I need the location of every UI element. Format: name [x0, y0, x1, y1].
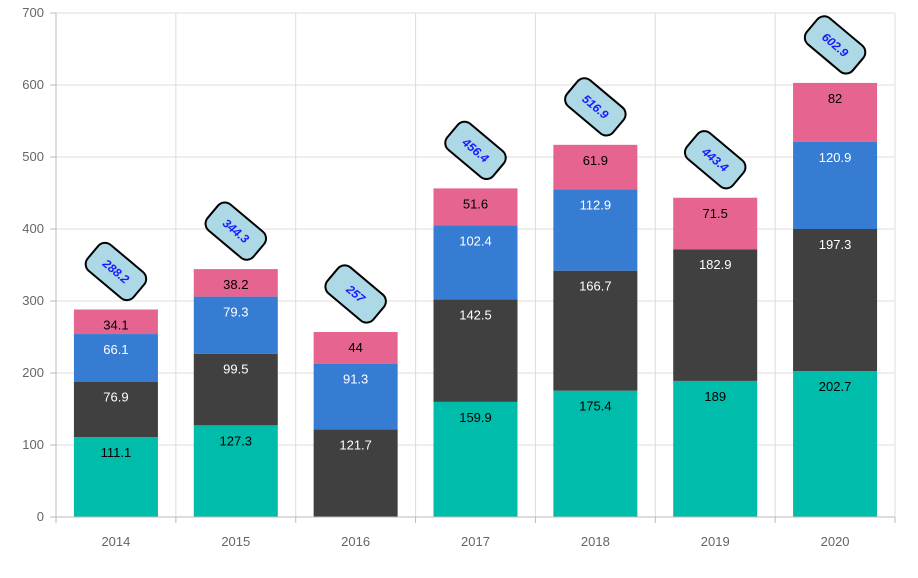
segment-value-label: 189: [704, 389, 726, 404]
segment-value-label: 91.3: [343, 372, 368, 387]
bar-segment: [193, 269, 278, 297]
segment-value-label: 175.4: [579, 399, 612, 414]
y-tick-label: 400: [22, 221, 44, 236]
total-callout-box: [683, 130, 747, 190]
segment-value-label: 120.9: [819, 150, 852, 165]
bar-segment: [553, 390, 638, 517]
bar-segment: [73, 437, 158, 517]
x-tick-label: 2014: [101, 534, 130, 549]
segment-value-label: 102.4: [459, 234, 492, 249]
total-callout-box: [564, 77, 627, 137]
bar-segment: [193, 353, 278, 426]
total-callout-box: [803, 15, 867, 75]
segment-value-label: 182.9: [699, 257, 732, 272]
total-callout-box: [204, 201, 268, 261]
bars-layer: [73, 82, 878, 517]
segment-value-label: 71.5: [703, 206, 728, 221]
total-callout-box: [444, 120, 507, 181]
bar-segment: [433, 401, 518, 517]
total-callout: 288.2: [84, 241, 148, 302]
x-tick-label: 2018: [581, 534, 610, 549]
segment-value-label: 159.9: [459, 410, 492, 425]
bar-segment: [673, 249, 758, 381]
bar-segment: [793, 141, 878, 229]
x-tick-label: 2015: [221, 534, 250, 549]
y-tick-label: 700: [22, 5, 44, 20]
segment-value-label: 197.3: [819, 237, 852, 252]
segment-value-label: 44: [348, 340, 362, 355]
bar-segment: [673, 380, 758, 517]
x-tick-label: 2017: [461, 534, 490, 549]
segment-value-label: 82: [828, 91, 842, 106]
bar-segment: [193, 296, 278, 354]
bar-segment: [313, 331, 398, 364]
segment-value-label: 99.5: [223, 362, 248, 377]
total-callout-box: [324, 264, 387, 324]
bar-segment: [553, 144, 638, 190]
total-callout: 456.4: [444, 120, 507, 181]
bar-segment: [73, 334, 158, 382]
axis-layer: 0 100 200 300 400 500 600 700 2014 2015 2016 2017 20…: [22, 5, 896, 549]
bar-segment: [433, 299, 518, 402]
total-callout: 344.3: [204, 201, 268, 261]
total-callout: 602.9: [803, 15, 867, 75]
bar-segment: [433, 188, 518, 226]
bar-segment: [313, 429, 398, 517]
segment-value-label: 142.5: [459, 307, 492, 322]
bar-segment: [673, 197, 758, 250]
bar-segment: [73, 381, 158, 438]
bar-segment: [793, 371, 878, 517]
bar-segment: [793, 229, 878, 372]
segment-value-label: 79.3: [223, 305, 248, 320]
bar-segment: [553, 189, 638, 271]
totals-layer: 288.2 344.3 257 456.4 516.9 443.4 602.9: [84, 15, 867, 324]
total-callout: 257: [324, 264, 387, 324]
segment-value-label: 202.7: [819, 379, 852, 394]
segment-value-label: 111.1: [101, 445, 132, 460]
y-tick-label: 100: [22, 437, 44, 452]
bar-segment: [73, 309, 158, 335]
y-tick-label: 200: [22, 365, 44, 380]
segment-value-label: 66.1: [103, 342, 128, 357]
bar-segment: [313, 363, 398, 430]
bar-segment: [193, 425, 278, 517]
bar-segment: [553, 270, 638, 391]
x-tick-label: 2020: [821, 534, 850, 549]
bar-segment: [793, 82, 878, 142]
segment-value-label: 34.1: [103, 317, 128, 332]
total-callout-box: [84, 241, 148, 302]
total-callout: 443.4: [683, 130, 747, 190]
x-tick-label: 2019: [701, 534, 730, 549]
y-tick-label: 600: [22, 77, 44, 92]
x-tick-label: 2016: [341, 534, 370, 549]
y-tick-label: 300: [22, 293, 44, 308]
segment-value-label: 61.9: [583, 153, 608, 168]
segment-value-label: 76.9: [103, 390, 128, 405]
segment-value-label: 112.9: [580, 197, 612, 212]
segment-value-label: 127.3: [220, 433, 253, 448]
bar-segment: [433, 225, 518, 300]
y-tick-label: 0: [37, 509, 44, 524]
segment-value-label: 51.6: [463, 196, 488, 211]
total-callout: 516.9: [564, 77, 627, 137]
y-tick-label: 500: [22, 149, 44, 164]
segment-value-label: 121.7: [339, 437, 372, 452]
labels-layer: 111.1 76.9 66.1 34.1 127.3 99.5 79.3 38.2 121.7 9…: [101, 91, 852, 460]
segment-value-label: 38.2: [223, 277, 248, 292]
segment-value-label: 166.7: [579, 279, 612, 294]
